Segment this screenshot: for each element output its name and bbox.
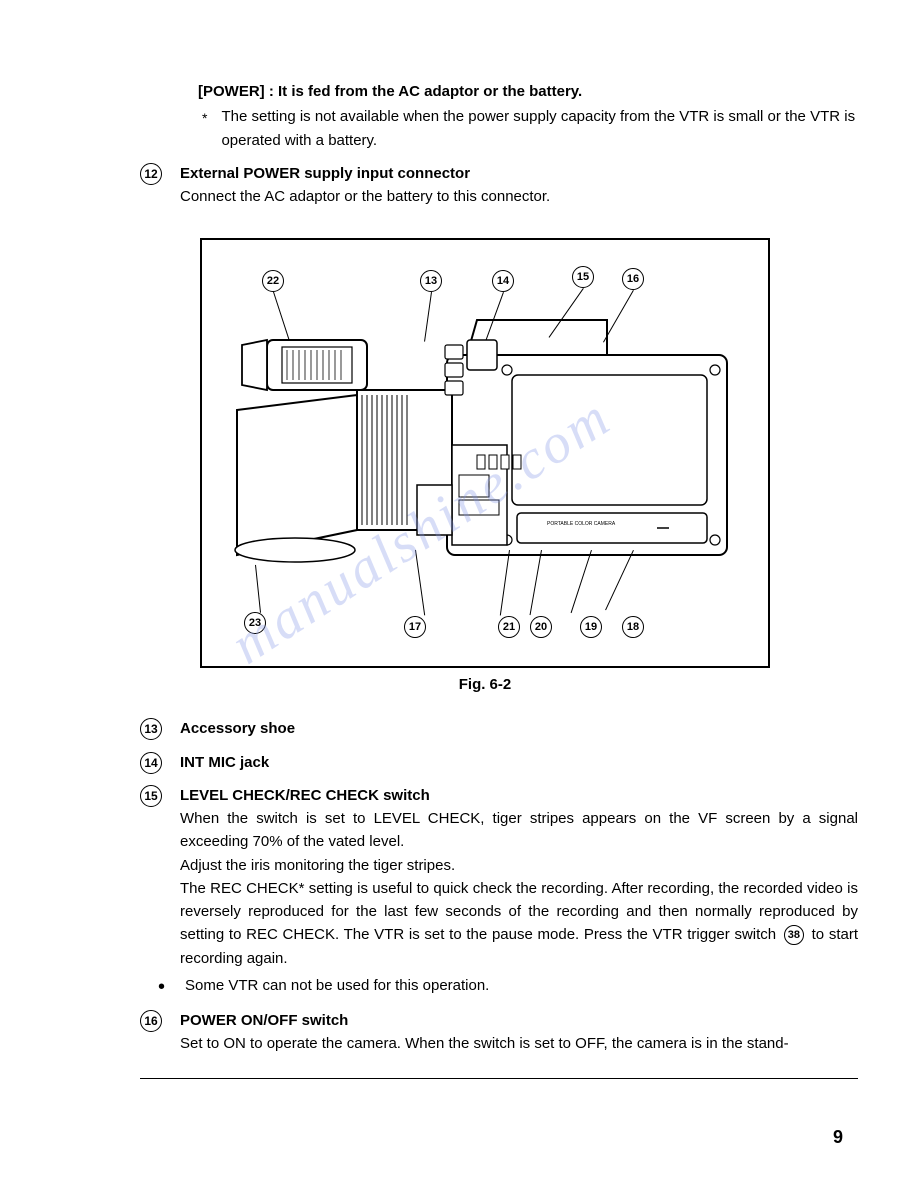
svg-text:PORTABLE COLOR CAMERA: PORTABLE COLOR CAMERA bbox=[547, 521, 616, 527]
item-15-p2: Adjust the iris monitoring the tiger str… bbox=[180, 854, 858, 877]
bullet-dot-15: • bbox=[158, 977, 165, 997]
bullet-dot: * bbox=[202, 108, 207, 129]
power-note-text: The setting is not available when the po… bbox=[221, 105, 858, 152]
footer-rule bbox=[140, 1078, 858, 1079]
circled-14: 14 bbox=[140, 752, 162, 774]
item-15-note: Some VTR can not be used for this operat… bbox=[185, 974, 489, 997]
item-12-body: Connect the AC adaptor or the battery to… bbox=[180, 185, 858, 208]
circled-12: 12 bbox=[140, 163, 162, 185]
figure-caption: Fig. 6-2 bbox=[200, 676, 770, 693]
circled-15: 15 bbox=[140, 785, 162, 807]
item-14-row: 14 INT MIC jack bbox=[140, 751, 858, 774]
item-16-title: POWER ON/OFF switch bbox=[180, 1009, 858, 1032]
item-16-row: 16 POWER ON/OFF switch Set to ON to oper… bbox=[140, 1009, 858, 1056]
item-15-p3: The REC CHECK* setting is useful to quic… bbox=[180, 877, 858, 970]
figure-6-2: 22 13 14 15 16 bbox=[200, 238, 770, 668]
item-15-note-row: • Some VTR can not be used for this oper… bbox=[158, 974, 858, 997]
item-15-title: LEVEL CHECK/REC CHECK switch bbox=[180, 784, 858, 807]
power-description: [POWER] : It is fed from the AC adaptor … bbox=[198, 80, 858, 103]
camera-illustration: PORTABLE COLOR CAMERA bbox=[207, 245, 767, 665]
item-15-p3a: The REC CHECK* setting is useful to quic… bbox=[180, 880, 858, 944]
item-16-body: Set to ON to operate the camera. When th… bbox=[180, 1032, 858, 1055]
page-number: 9 bbox=[833, 1127, 843, 1148]
item-13-row: 13 Accessory shoe bbox=[140, 717, 858, 740]
item-12-row: 12 External POWER supply input connector… bbox=[140, 162, 858, 209]
item-15-row: 15 LEVEL CHECK/REC CHECK switch When the… bbox=[140, 784, 858, 970]
item-15-p1: When the switch is set to LEVEL CHECK, t… bbox=[180, 807, 858, 854]
item-13-title: Accessory shoe bbox=[180, 717, 295, 740]
power-note-row: * The setting is not available when the … bbox=[202, 105, 858, 152]
circled-38-inline: 38 bbox=[784, 925, 804, 945]
item-12-title: External POWER supply input connector bbox=[180, 162, 858, 185]
power-label: [POWER] : It is fed from the AC adaptor … bbox=[198, 83, 582, 100]
circled-13: 13 bbox=[140, 718, 162, 740]
circled-16: 16 bbox=[140, 1010, 162, 1032]
item-14-title: INT MIC jack bbox=[180, 751, 269, 774]
